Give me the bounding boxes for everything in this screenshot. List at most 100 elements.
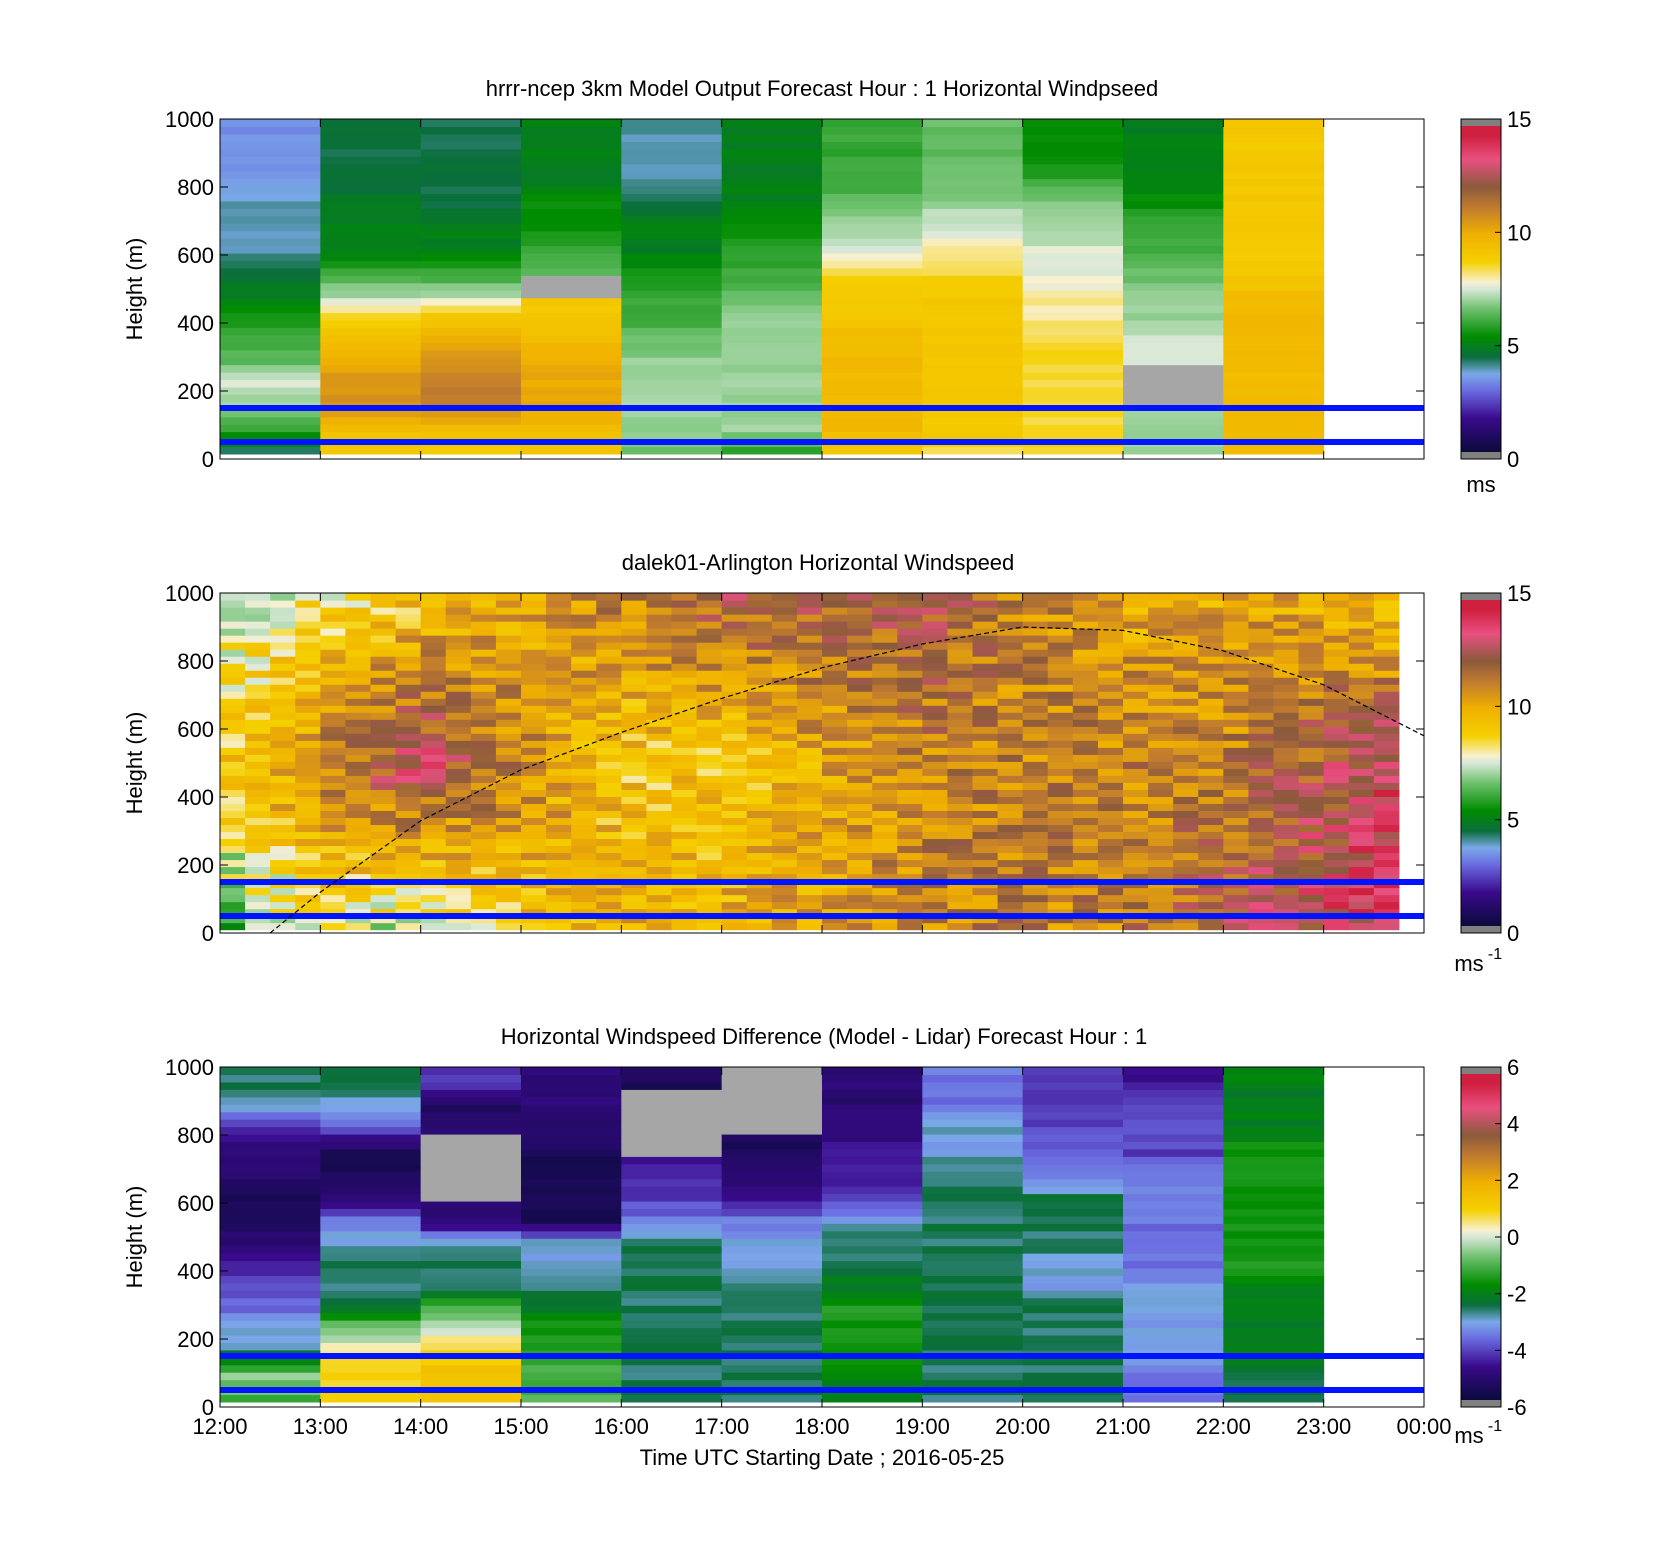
heatmap-cell: [345, 719, 371, 727]
heatmap-cell: [521, 245, 622, 254]
heatmap-cell: [1198, 908, 1224, 917]
heatmap-cell: [922, 416, 1024, 425]
heatmap-cell: [320, 1081, 422, 1090]
heatmap-cell: [1298, 831, 1325, 840]
heatmap-cell: [220, 642, 246, 650]
heatmap-cell: [1348, 719, 1375, 727]
heatmap-cell: [997, 817, 1024, 826]
heatmap-cell: [420, 141, 522, 150]
heatmap-cell: [621, 1193, 723, 1202]
heatmap-cell: [721, 416, 823, 425]
heatmap-cell: [822, 1372, 923, 1381]
heatmap-cell: [822, 342, 923, 351]
heatmap-cell: [1072, 621, 1099, 629]
heatmap-cell: [1022, 838, 1049, 847]
heatmap-cell: [746, 747, 773, 755]
heatmap-cell: [621, 185, 723, 195]
heatmap-cell: [621, 416, 723, 425]
heatmap-cell: [1123, 768, 1149, 776]
heatmap-cell: [1097, 740, 1124, 748]
heatmap-cell: [295, 887, 321, 896]
heatmap-cell: [721, 733, 748, 741]
colorbar-tick-label: 10: [1507, 220, 1531, 245]
heatmap-cell: [1223, 119, 1325, 128]
heatmap-cell: [1348, 859, 1375, 868]
heatmap-cell: [395, 670, 422, 678]
colorbar-unit: ms: [1466, 472, 1495, 497]
heatmap-cell: [621, 119, 723, 128]
heatmap-cell: [1097, 789, 1124, 797]
heatmap-cell: [1173, 635, 1199, 643]
heatmap-cell: [1198, 894, 1224, 903]
heatmap-cell: [796, 712, 823, 720]
heatmap-cell: [997, 726, 1024, 734]
heatmap-cell: [395, 593, 422, 601]
heatmap-cell: [521, 141, 622, 150]
heatmap-cell: [746, 593, 773, 601]
heatmap-cell: [922, 838, 948, 847]
heatmap-cell: [521, 677, 547, 685]
heatmap-cell: [1348, 824, 1375, 833]
heatmap-cell: [1323, 803, 1350, 811]
heatmap-cell: [1173, 838, 1199, 847]
heatmap-cell: [220, 349, 321, 358]
heatmap-cell: [420, 901, 447, 910]
heatmap-cell: [470, 866, 497, 875]
heatmap-cell: [596, 894, 622, 903]
heatmap-cell: [1022, 817, 1049, 826]
heatmap-cell: [721, 312, 823, 321]
heatmap-cell: [721, 838, 748, 847]
heatmap-cell: [646, 775, 672, 783]
heatmap-cell: [997, 852, 1024, 861]
heatmap-cell: [1223, 1312, 1325, 1321]
heatmap-cell: [746, 628, 773, 636]
heatmap-cell: [445, 817, 472, 826]
heatmap-cell: [1097, 761, 1124, 769]
heatmap-cell: [220, 782, 246, 790]
heatmap-cell: [1148, 600, 1174, 608]
heatmap-cell: [220, 1119, 321, 1128]
heatmap-cell: [1047, 810, 1074, 818]
heatmap-cell: [621, 290, 723, 299]
heatmap-cell: [771, 670, 798, 678]
heatmap-cell: [521, 416, 622, 425]
heatmap-cell: [1173, 887, 1199, 896]
heatmap-cell: [320, 873, 346, 882]
heatmap-cell: [596, 887, 622, 896]
heatmap-cell: [1273, 642, 1300, 650]
heatmap-cell: [621, 635, 647, 643]
heatmap-cell: [395, 628, 422, 636]
heatmap-cell: [621, 156, 723, 165]
heatmap-cell: [470, 915, 497, 924]
heatmap-cell: [1248, 852, 1274, 861]
heatmap-cell: [1298, 747, 1325, 755]
heatmap-cell: [1072, 726, 1099, 734]
heatmap-cell: [621, 894, 647, 903]
heatmap-cell: [1248, 698, 1274, 706]
heatmap-cell: [621, 1171, 723, 1180]
heatmap-cell: [420, 1223, 522, 1232]
heatmap-cell: [1148, 866, 1174, 875]
heatmap-cell: [897, 726, 923, 734]
heatmap-cell: [546, 894, 572, 903]
heatmap-cell: [922, 1215, 1024, 1224]
heatmap-cell: [822, 817, 848, 826]
heatmap-cell: [1047, 796, 1074, 804]
heatmap-cell: [972, 922, 999, 931]
heatmap-cell: [671, 824, 698, 833]
heatmap-cell: [1348, 901, 1375, 910]
heatmap-cell: [445, 684, 472, 692]
heatmap-cell: [521, 754, 547, 762]
heatmap-cell: [521, 1260, 622, 1269]
heatmap-cell: [1348, 607, 1375, 615]
heatmap-cell: [972, 656, 999, 664]
heatmap-cell: [220, 297, 321, 306]
heatmap-cell: [1323, 733, 1350, 741]
heatmap-cell: [1223, 215, 1325, 224]
heatmap-cell: [521, 1312, 622, 1321]
heatmap-cell: [320, 230, 422, 239]
heatmap-cell: [395, 845, 422, 854]
heatmap-cell: [1323, 642, 1350, 650]
heatmap-cell: [1123, 1223, 1224, 1232]
heatmap-cell: [621, 1282, 723, 1291]
